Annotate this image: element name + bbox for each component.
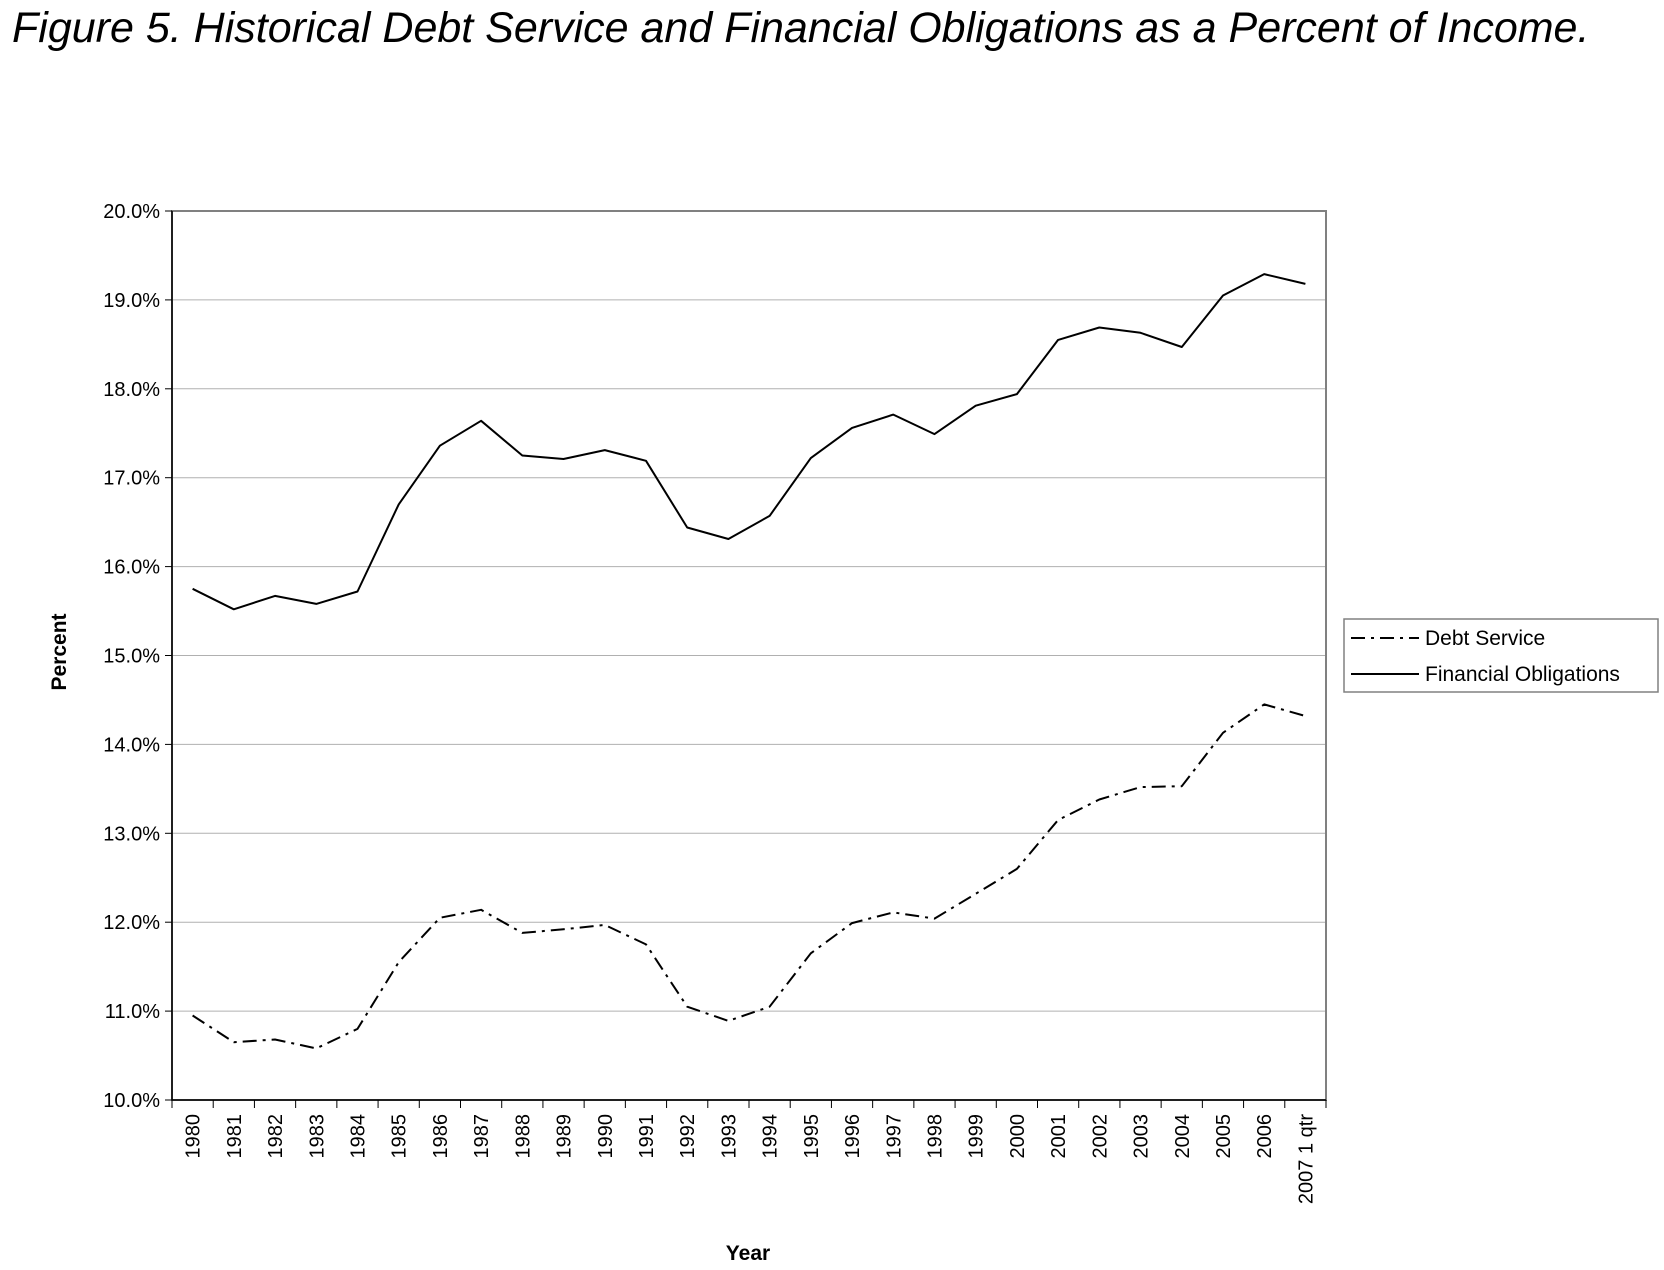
y-tick-label: 11.0%: [105, 1001, 160, 1023]
series-line-financial-obligations: [192, 273, 1306, 611]
y-axis-label: Percent: [48, 613, 71, 690]
x-tick-label: 1992: [677, 1114, 699, 1159]
x-tick-label: 2007 1 qtr: [1295, 1114, 1317, 1204]
chart-title: Figure 5. Historical Debt Service and Fi…: [12, 4, 1590, 52]
x-tick-label: 2001: [1048, 1114, 1070, 1159]
x-tick-label: 1982: [265, 1114, 287, 1159]
x-tick-label: 1980: [183, 1114, 205, 1159]
y-tick-label: 16.0%: [103, 557, 160, 579]
x-tick-label: 1986: [430, 1114, 452, 1159]
x-tick-label: 1985: [389, 1114, 411, 1159]
x-tick-label: 1991: [636, 1114, 658, 1159]
x-tick-label: 1989: [554, 1114, 576, 1159]
x-tick-label: 1988: [512, 1114, 534, 1159]
x-tick-label: 2003: [1131, 1114, 1153, 1159]
x-tick-label: 2005: [1213, 1114, 1235, 1159]
y-tick-label: 14.0%: [103, 734, 160, 756]
x-tick-label: 1993: [718, 1114, 740, 1159]
y-tick-label: 19.0%: [103, 290, 160, 312]
x-axis-label: Year: [726, 1242, 770, 1265]
x-tick-label: 1994: [760, 1114, 782, 1159]
x-tick-label: 1996: [842, 1114, 864, 1159]
x-tick-label: 2000: [1007, 1114, 1029, 1159]
x-tick-label: 2006: [1254, 1114, 1276, 1159]
x-tick-label: 2004: [1172, 1114, 1194, 1159]
x-tick-label: 1999: [966, 1114, 988, 1159]
series-line-debt-service: [192, 703, 1306, 1050]
y-tick-label: 15.0%: [103, 646, 160, 668]
x-tick-label: 1997: [883, 1114, 905, 1159]
y-tick-label: 12.0%: [103, 912, 160, 934]
x-tick-label: 2002: [1089, 1114, 1111, 1159]
y-tick-label: 13.0%: [103, 823, 160, 845]
x-tick-label: 1987: [471, 1114, 493, 1159]
x-tick-label: 1990: [595, 1114, 617, 1159]
y-axis-ticks: 10.0% 11.0% 12.0% 13.0% 14.0% 15.0% 16.0% 17.0%…: [103, 201, 172, 1112]
x-tick-label: 1998: [924, 1114, 946, 1159]
x-tick-label: 1983: [306, 1114, 328, 1159]
legend-label: Debt Service: [1425, 627, 1545, 650]
gridlines: [172, 299, 1326, 1012]
legend-box: [1343, 618, 1659, 693]
x-tick-label: 1984: [347, 1114, 369, 1159]
y-tick-label: 10.0%: [103, 1090, 160, 1112]
x-axis-ticks: 1980 1981 1982 1983 1984 1985 1986 1987 1988 1989…: [171, 1100, 1327, 1204]
y-tick-label: 18.0%: [103, 379, 160, 401]
series-lines: [192, 273, 1306, 1050]
x-tick-label: 1995: [801, 1114, 823, 1159]
x-tick-label: 1981: [224, 1114, 246, 1159]
legend: Debt Service Financial Obligations: [1343, 618, 1659, 693]
legend-label: Financial Obligations: [1425, 663, 1620, 686]
y-tick-label: 17.0%: [103, 468, 160, 490]
y-tick-label: 20.0%: [103, 201, 160, 223]
